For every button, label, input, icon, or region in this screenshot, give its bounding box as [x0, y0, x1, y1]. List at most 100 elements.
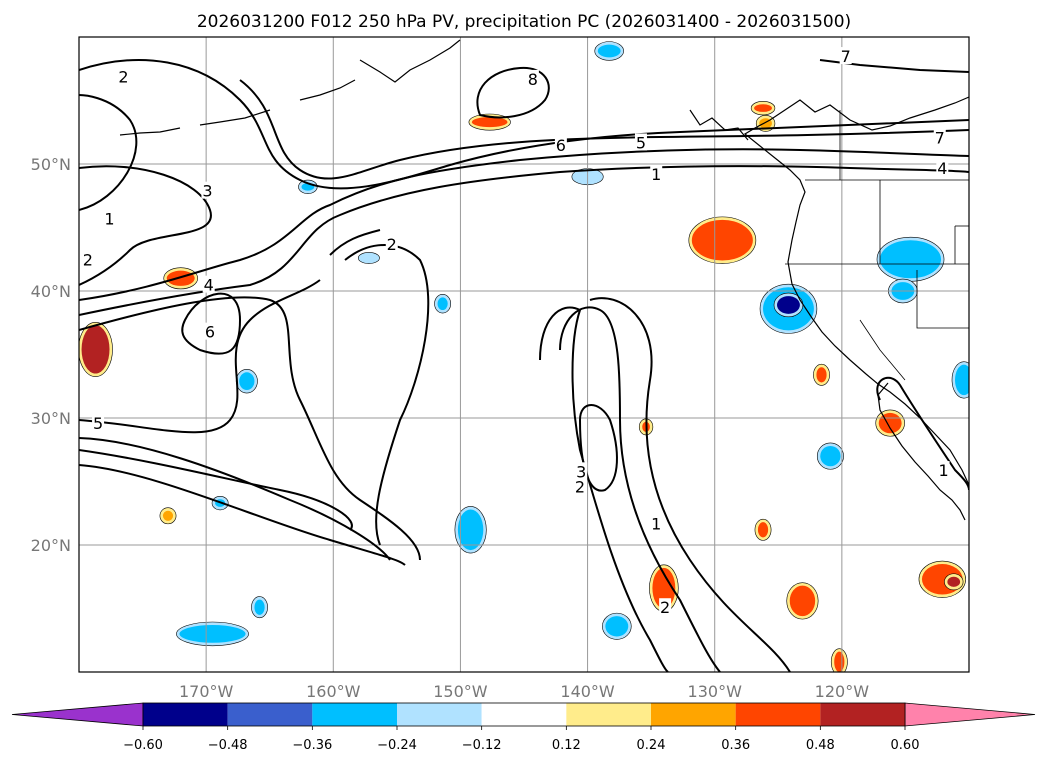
precip-cell — [944, 573, 964, 591]
contour-label: 4 — [936, 158, 949, 178]
precip-core — [947, 576, 961, 587]
precip-core — [179, 625, 246, 643]
contour-label-bg — [650, 165, 663, 183]
contour-label-bg — [937, 461, 950, 479]
precip-core — [457, 509, 484, 551]
contour-label-text: 8 — [528, 70, 538, 89]
contour-label-bg — [650, 514, 663, 532]
contour-label: 6 — [203, 322, 216, 342]
contour-label-bg — [659, 598, 672, 616]
contour-label-text: 7 — [935, 128, 945, 147]
contour-label: 7 — [933, 128, 946, 147]
coastlines — [119, 39, 969, 521]
colorbar-bin — [820, 703, 905, 726]
colorbar-tick-label: 0.24 — [637, 738, 666, 753]
colorbar-tick-label: 0.36 — [721, 738, 750, 753]
contour-label: 4 — [202, 275, 215, 295]
precip-core — [878, 412, 902, 434]
colorbar-tick-label: −0.24 — [377, 738, 417, 753]
contour-label-bg — [203, 322, 216, 340]
precip-cell — [830, 648, 848, 672]
precip-core — [754, 104, 772, 112]
precip-core — [361, 255, 377, 261]
axis-tick-labels: 170°W 160°W 150°W 140°W 130°W 120°W 20°N 30°N 40… — [31, 155, 870, 701]
precip-cell — [816, 442, 844, 470]
colorbar-bin — [735, 703, 821, 726]
precip-core — [955, 364, 969, 396]
contour-label-bg — [103, 209, 116, 227]
precip-cell — [79, 321, 113, 377]
colorbar: −0.60 −0.48 −0.36 −0.24 −0.12 0.12 0.24 0.36 0.4… — [11, 702, 1036, 753]
precip-core — [834, 651, 845, 672]
precip-cell — [875, 409, 905, 437]
colorbar-tick-label: 0.48 — [806, 738, 835, 753]
contour-label-bg — [839, 47, 852, 65]
lon-tick-label: 160°W — [306, 682, 361, 701]
precip-cell — [813, 363, 830, 386]
precip-cell — [750, 101, 776, 116]
precip-cell — [876, 236, 945, 282]
colorbar-frame — [142, 702, 906, 727]
contour-label-text: 6 — [556, 136, 566, 155]
precip-cell — [434, 294, 452, 314]
contour-label-bg — [92, 414, 105, 432]
lat-tick-label: 20°N — [31, 536, 71, 555]
contour-label-text: 2 — [387, 235, 397, 254]
contour-label-text: 3 — [576, 462, 586, 481]
precip-core — [605, 616, 629, 637]
contour-label-bg — [385, 235, 398, 253]
contour-label-bg — [526, 69, 539, 87]
colorbar-bin — [397, 703, 482, 726]
contour-label-text: 1 — [651, 165, 661, 184]
contour-label-text: 4 — [204, 276, 214, 295]
contour-label-bg — [634, 133, 647, 151]
colorbar-bin — [143, 703, 228, 726]
lat-tick-label: 40°N — [31, 282, 71, 301]
contour-label-text: 2 — [118, 67, 128, 86]
contour-label-text: 4 — [937, 159, 947, 178]
lat-tick-label: 50°N — [31, 155, 71, 174]
colorbar-bin — [312, 703, 397, 726]
precip-cell — [454, 506, 487, 554]
lon-tick-label: 150°W — [433, 682, 488, 701]
contour-label-text: 5 — [636, 133, 646, 152]
contour-label-bg — [81, 250, 94, 268]
lon-tick-label: 130°W — [688, 682, 743, 701]
contour-label-bg — [936, 158, 949, 176]
contour-label: 2 — [81, 250, 94, 269]
contour-label-bg — [933, 128, 946, 146]
precip-cell — [235, 368, 258, 394]
lat-tick-label: 30°N — [31, 409, 71, 428]
precip-core — [254, 599, 265, 615]
contour-label-bg — [202, 275, 215, 293]
contour-label: 5 — [634, 133, 647, 152]
contour-label-text: 3 — [202, 182, 212, 201]
contour-label: 3 — [575, 462, 588, 481]
precip-core — [880, 240, 942, 279]
contour-label: 5 — [92, 414, 105, 433]
colorbar-bin — [566, 703, 651, 726]
precip-cell — [688, 216, 757, 264]
precip-core — [777, 296, 800, 314]
colorbar-tick-label: 0.12 — [552, 738, 581, 753]
precip-core — [789, 585, 816, 617]
precip-core — [81, 325, 110, 374]
contour-label-text: 1 — [938, 461, 948, 480]
precip-core — [691, 219, 753, 261]
precip-cell — [251, 596, 268, 619]
contour-label-text: 2 — [660, 598, 670, 617]
contour-label-text: 6 — [205, 323, 215, 342]
precip-cell — [594, 41, 624, 61]
precip-core — [820, 445, 841, 467]
contour-label-bg — [575, 462, 588, 480]
precip-cell — [754, 518, 772, 541]
precip-core — [597, 44, 621, 58]
lon-tick-label: 170°W — [179, 682, 234, 701]
contour-label: 2 — [573, 477, 586, 497]
contour-label: 1 — [650, 514, 663, 533]
contour-label-text: 2 — [83, 250, 93, 269]
colorbar-tick-label: −0.12 — [462, 738, 502, 753]
chart-title: 2026031200 F012 250 hPa PV, precipitatio… — [197, 12, 851, 32]
colorbar-extend-max — [904, 702, 1036, 727]
